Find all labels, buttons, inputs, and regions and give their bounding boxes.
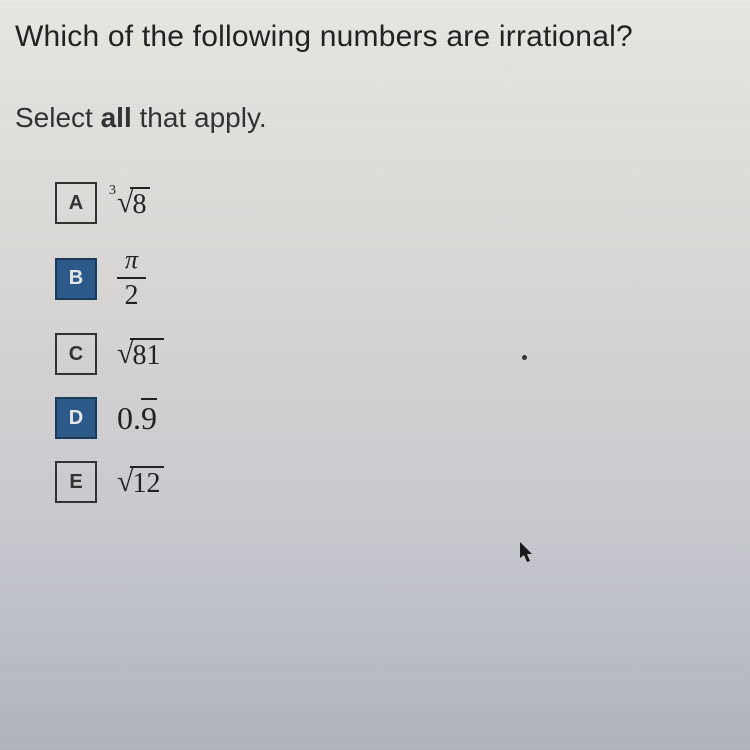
- option-d[interactable]: D 0.9: [55, 397, 735, 439]
- option-label-b: π 2: [117, 246, 146, 311]
- option-e[interactable]: E √ 12: [55, 461, 735, 503]
- decimal-whole: 0.: [117, 400, 141, 437]
- options-list: A 3 √ 8 B π 2 C √ 81 D 0.9: [55, 182, 735, 503]
- radicand-c: 81: [130, 338, 164, 370]
- option-c[interactable]: C √ 81: [55, 333, 735, 375]
- fraction-numerator: π: [117, 246, 146, 279]
- option-label-a: 3 √ 8: [117, 187, 150, 219]
- option-label-e: √ 12: [117, 466, 164, 498]
- option-box-c[interactable]: C: [55, 333, 97, 375]
- root-index-a: 3: [109, 183, 116, 199]
- decimal-repeat: 9: [141, 400, 157, 437]
- radicand-e: 12: [130, 466, 164, 498]
- stray-dot: [522, 355, 527, 360]
- cursor-icon: [520, 542, 536, 564]
- question-text: Which of the following numbers are irrat…: [15, 20, 735, 54]
- option-label-d: 0.9: [117, 400, 157, 437]
- option-box-e[interactable]: E: [55, 461, 97, 503]
- option-box-b[interactable]: B: [55, 258, 97, 300]
- option-box-a[interactable]: A: [55, 182, 97, 224]
- option-box-d[interactable]: D: [55, 397, 97, 439]
- instruction-text: Select all that apply.: [15, 102, 735, 134]
- instruction-prefix: Select: [15, 102, 101, 133]
- option-label-c: √ 81: [117, 338, 164, 370]
- option-a[interactable]: A 3 √ 8: [55, 182, 735, 224]
- option-b[interactable]: B π 2: [55, 246, 735, 311]
- instruction-suffix: that apply.: [132, 102, 267, 133]
- instruction-bold: all: [101, 102, 132, 133]
- fraction-denominator: 2: [125, 279, 139, 312]
- radicand-a: 8: [130, 187, 150, 219]
